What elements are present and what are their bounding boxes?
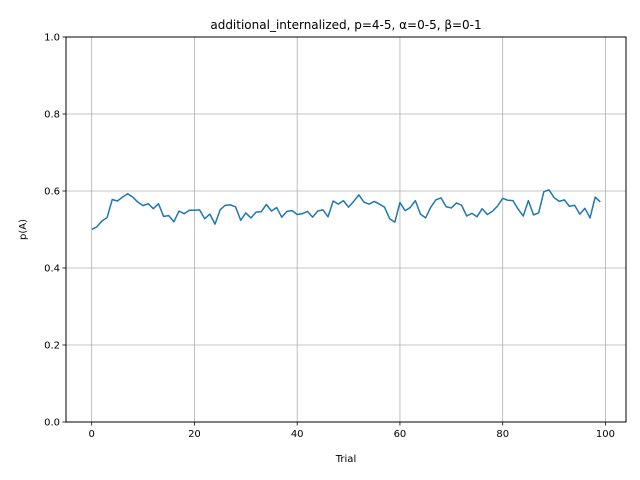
y-tick-label: 0.0: [44, 418, 60, 429]
plot-area-border: [65, 36, 627, 423]
x-tick-label: 100: [596, 429, 615, 440]
x-tick-label: 40: [291, 429, 304, 440]
x-tick-label: 20: [188, 429, 201, 440]
chart-title: additional_internalized, p=4-5, α=0-5, β…: [210, 18, 481, 32]
y-tick-label: 0.6: [44, 187, 60, 198]
axes-frame: [65, 36, 627, 423]
x-axis-label: Trial: [335, 454, 356, 465]
y-tick-label: 0.4: [44, 264, 60, 275]
series-group: [91, 189, 601, 231]
x-axis: 0 20 40 60 80 100: [89, 422, 615, 440]
y-tick-label: 0.8: [44, 110, 60, 121]
x-tick-label: 0: [89, 429, 95, 440]
y-tick-label: 1.0: [44, 33, 60, 44]
x-tick-label: 60: [394, 429, 407, 440]
y-tick-label: 0.2: [44, 341, 60, 352]
series-line: [91, 189, 601, 231]
y-axis-label: p(A): [18, 219, 29, 240]
x-tick-label: 80: [496, 429, 509, 440]
y-axis: 0.0 0.2 0.4 0.6 0.8 1.0: [44, 33, 66, 429]
